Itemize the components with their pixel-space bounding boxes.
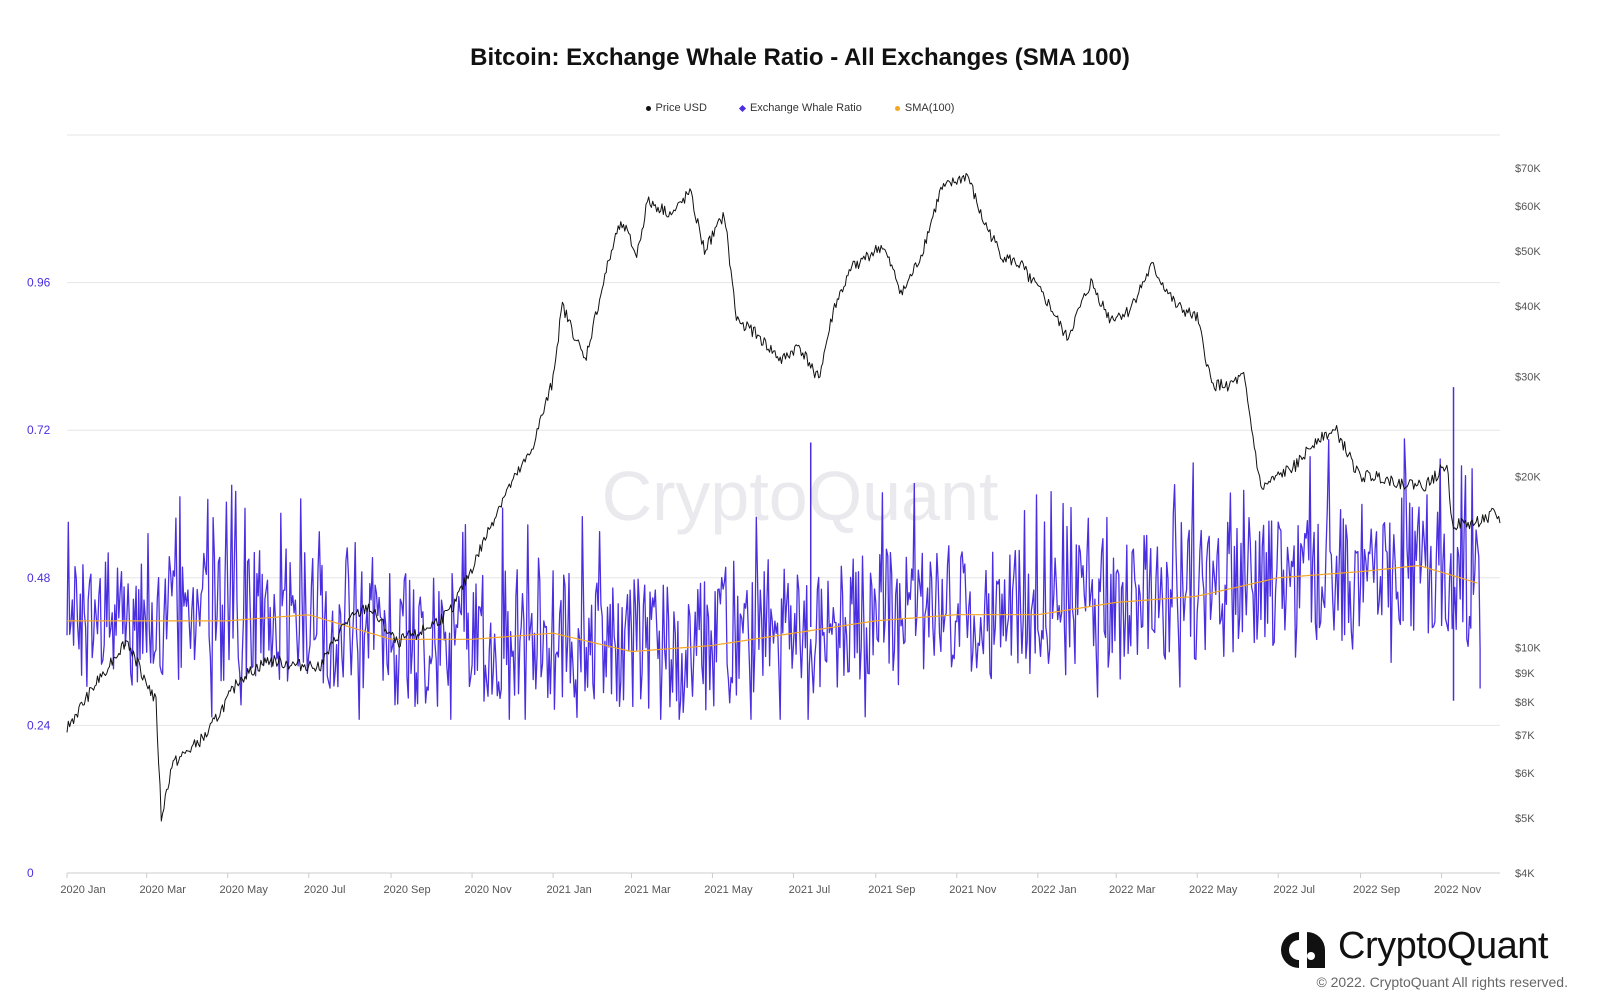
legend-marker-price [645,105,651,111]
x-tick-label: 2020 Jul [304,884,346,896]
x-tick-label: 2020 May [220,884,269,896]
x-tick-label: 2022 Sep [1353,884,1400,896]
watermark: CryptoQuant [602,457,999,535]
x-tick-label: 2021 May [704,884,753,896]
copyright-text: © 2022. CryptoQuant All rights reserved. [1316,974,1568,990]
y-left-tick-label: 0.24 [27,718,51,732]
legend: Price USD Exchange Whale Ratio SMA(100) [0,102,1600,114]
y-left-tick-label: 0 [27,866,34,880]
y-right-tick-label: $10K [1515,642,1541,654]
y-left-tick-label: 0.72 [27,423,51,437]
legend-marker-sma [894,105,900,111]
x-tick-label: 2020 Mar [139,884,186,896]
y-right-tick-label: $5K [1515,813,1535,825]
x-tick-label: 2022 Jan [1031,884,1076,896]
y-right-tick-label: $30K [1515,372,1541,384]
series-line-whale-ratio [66,438,1481,720]
legend-label-whale-ratio: Exchange Whale Ratio [749,102,862,114]
x-tick-label: 2021 Sep [868,884,915,896]
x-tick-label: 2022 Nov [1434,884,1482,896]
watermark-text: CryptoQuant [602,457,999,535]
y-left-tick-label: 0.48 [27,571,51,585]
y-right-tick-label: $60K [1515,201,1541,213]
y-right-tick-label: $7K [1515,730,1535,742]
x-tick-label: 2021 Jan [546,884,591,896]
x-tick-label: 2022 Jul [1273,884,1315,896]
legend-item-whale-ratio[interactable]: Exchange Whale Ratio [738,102,862,114]
y-right-tick-label: $9K [1515,668,1535,680]
legend-item-price[interactable]: Price USD [645,102,707,114]
chart-title: Bitcoin: Exchange Whale Ratio - All Exch… [470,44,1130,71]
legend-label-price: Price USD [655,102,707,114]
y-right-tick-label: $6K [1515,768,1535,780]
x-tick-label: 2021 Jul [789,884,831,896]
y-right-tick-label: $8K [1515,697,1535,709]
y-right-tick-label: $4K [1515,868,1535,880]
series-line-price [66,173,1501,822]
legend-label-sma: SMA(100) [904,102,955,114]
x-tick-label: 2020 Jan [60,884,105,896]
x-tick-label: 2021 Mar [624,884,671,896]
x-tick-label: 2020 Nov [465,884,513,896]
series-line-sma [67,564,1478,653]
legend-item-sma[interactable]: SMA(100) [894,102,955,114]
y-right-tick-label: $70K [1515,163,1541,175]
x-tick-label: 2021 Nov [949,884,997,896]
y-right-tick-label: $40K [1515,301,1541,313]
x-tick-label: 2020 Sep [383,884,430,896]
cryptoquant-logo-icon [1281,932,1325,968]
y-right-tick-label: $20K [1515,472,1541,484]
brand-name: CryptoQuant [1338,925,1548,967]
y-right-tick-label: $50K [1515,246,1541,258]
y-left-tick-label: 0.96 [27,276,51,290]
x-tick-label: 2022 Mar [1109,884,1156,896]
x-tick-label: 2022 May [1189,884,1238,896]
